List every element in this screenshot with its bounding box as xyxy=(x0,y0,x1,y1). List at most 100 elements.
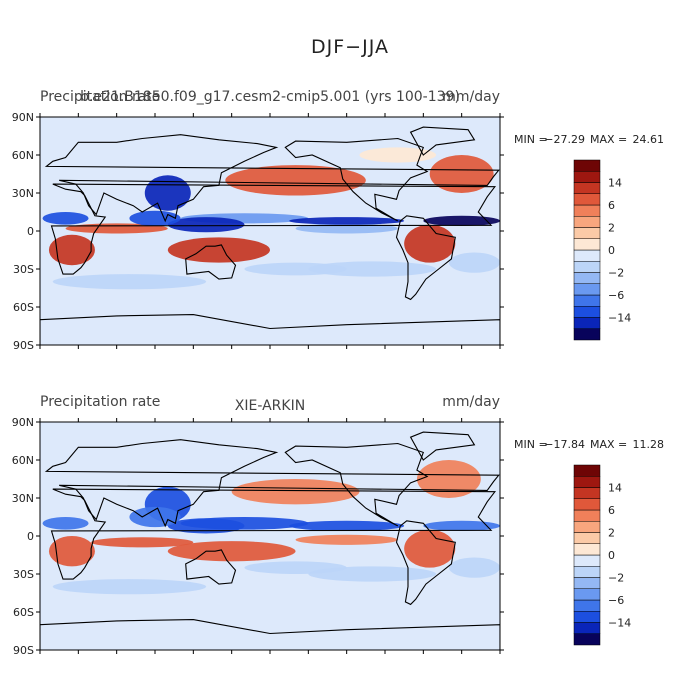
y-tick-label: 0 xyxy=(27,530,34,543)
coastline xyxy=(50,183,497,275)
y-tick-label: 90N xyxy=(12,111,34,124)
colorbar-swatch xyxy=(573,588,601,601)
y-tick-label: 30S xyxy=(13,568,34,581)
precip-anomaly xyxy=(289,217,405,225)
colorbar-swatch xyxy=(573,317,601,329)
colorbar-swatch xyxy=(573,554,601,567)
precip-anomaly xyxy=(404,529,456,568)
precip-map xyxy=(39,116,501,346)
coastline xyxy=(395,215,456,301)
colorbar-swatch xyxy=(573,622,601,634)
precip-anomaly xyxy=(423,215,500,226)
colorbar-swatch xyxy=(573,599,601,612)
panel-units: mm/day xyxy=(442,89,500,105)
colorbar-label: −2 xyxy=(608,572,624,585)
y-tick-label: 30N xyxy=(12,187,34,200)
precip-anomaly xyxy=(91,537,194,548)
colorbar-swatch xyxy=(573,193,601,206)
precip-anomaly xyxy=(308,261,437,277)
colorbar-swatch xyxy=(573,204,601,217)
precip-anomaly xyxy=(295,534,398,545)
y-tick-label: 30N xyxy=(12,492,34,505)
panel-observed: Precipitation rate XIE-ARKIN mm/day 030E… xyxy=(12,394,664,655)
colorbar-label: −6 xyxy=(608,289,624,302)
colorbar-label: 14 xyxy=(608,177,622,190)
colorbar: 14 6 2 0 −2 −6 −14 xyxy=(573,159,631,341)
colorbar-swatch xyxy=(573,272,601,284)
coastline xyxy=(44,134,500,223)
precip-anomaly xyxy=(52,274,207,290)
colorbar-swatch xyxy=(573,464,601,477)
colorbar-label: −6 xyxy=(608,594,624,607)
colorbar-swatch xyxy=(573,543,601,556)
colorbar-swatch xyxy=(573,249,601,262)
min-value: −17.84 xyxy=(544,438,585,451)
page-title: DJF−JJA xyxy=(311,36,389,58)
colorbar-swatch xyxy=(573,532,601,544)
colorbar-swatch xyxy=(573,261,601,273)
colorbar-label: −14 xyxy=(608,312,631,325)
colorbar-swatch xyxy=(573,216,601,228)
coastline xyxy=(409,431,476,461)
precip-anomaly xyxy=(167,217,245,233)
y-tick-label: 90S xyxy=(13,644,34,655)
y-tick-label: 60S xyxy=(13,606,34,619)
precip-anomaly xyxy=(244,262,347,276)
y-tick-label: 30S xyxy=(13,263,34,276)
precip-anomaly xyxy=(48,234,95,266)
colorbar-swatch xyxy=(573,476,601,488)
colorbar-swatch xyxy=(573,283,601,296)
colorbar-swatch xyxy=(573,521,601,533)
colorbar-label: 14 xyxy=(608,482,622,495)
coastline xyxy=(284,442,429,527)
min-label: MIN = xyxy=(514,438,548,451)
min-value: −27.29 xyxy=(544,133,585,146)
precip-anomaly xyxy=(231,479,360,505)
max-label: MAX = xyxy=(590,438,627,451)
colorbar-swatch xyxy=(573,509,601,522)
precip-anomaly xyxy=(52,579,207,595)
coastline xyxy=(395,520,456,606)
coastline xyxy=(185,549,237,585)
precip-anomaly xyxy=(404,224,456,263)
coastline xyxy=(40,619,500,650)
panel-center-title: b.e21.B1850.f09_g17.cesm2-cmip5.001 (yrs… xyxy=(80,89,460,105)
colorbar-label: 2 xyxy=(608,527,615,540)
precip-anomaly xyxy=(129,506,181,528)
y-tick-label: 60N xyxy=(12,149,34,162)
colorbar-swatch xyxy=(573,498,601,511)
panel-model: Precipitation rate b.e21.B1850.f09_g17.c… xyxy=(12,89,664,350)
precip-anomaly xyxy=(289,520,405,531)
precip-anomaly xyxy=(448,557,500,578)
colorbar-swatch xyxy=(573,328,601,341)
colorbar-swatch xyxy=(573,611,601,623)
colorbar-swatch xyxy=(573,227,601,239)
y-tick-label: 60S xyxy=(13,301,34,314)
colorbar-swatch xyxy=(573,159,601,172)
precip-anomaly xyxy=(416,460,481,498)
y-tick-label: 0 xyxy=(27,225,34,238)
max-label: MAX = xyxy=(590,133,627,146)
colorbar-swatch xyxy=(573,487,601,499)
precip-anomaly xyxy=(429,155,494,193)
panel-left-title: Precipitation rate xyxy=(40,394,160,410)
colorbar-swatch xyxy=(573,238,601,251)
coastline xyxy=(409,126,476,156)
panel-center-title: XIE-ARKIN xyxy=(235,398,305,414)
colorbar-label: 0 xyxy=(608,244,615,257)
precip-anomaly xyxy=(144,175,191,211)
coastline xyxy=(185,244,237,280)
precip-anomaly xyxy=(129,210,181,226)
colorbar-label: −14 xyxy=(608,617,631,630)
colorbar-swatch xyxy=(573,306,601,318)
colorbar-label: 2 xyxy=(608,222,615,235)
colorbar-swatch xyxy=(573,633,601,646)
precip-anomaly xyxy=(167,518,245,534)
panel-left-title: Precipitation rate xyxy=(40,89,160,105)
precip-anomaly xyxy=(244,561,347,574)
precip-anomaly xyxy=(448,252,500,273)
precip-map xyxy=(39,421,501,651)
colorbar-label: 0 xyxy=(608,549,615,562)
min-label: MIN = xyxy=(514,133,548,146)
coastline xyxy=(44,439,500,528)
